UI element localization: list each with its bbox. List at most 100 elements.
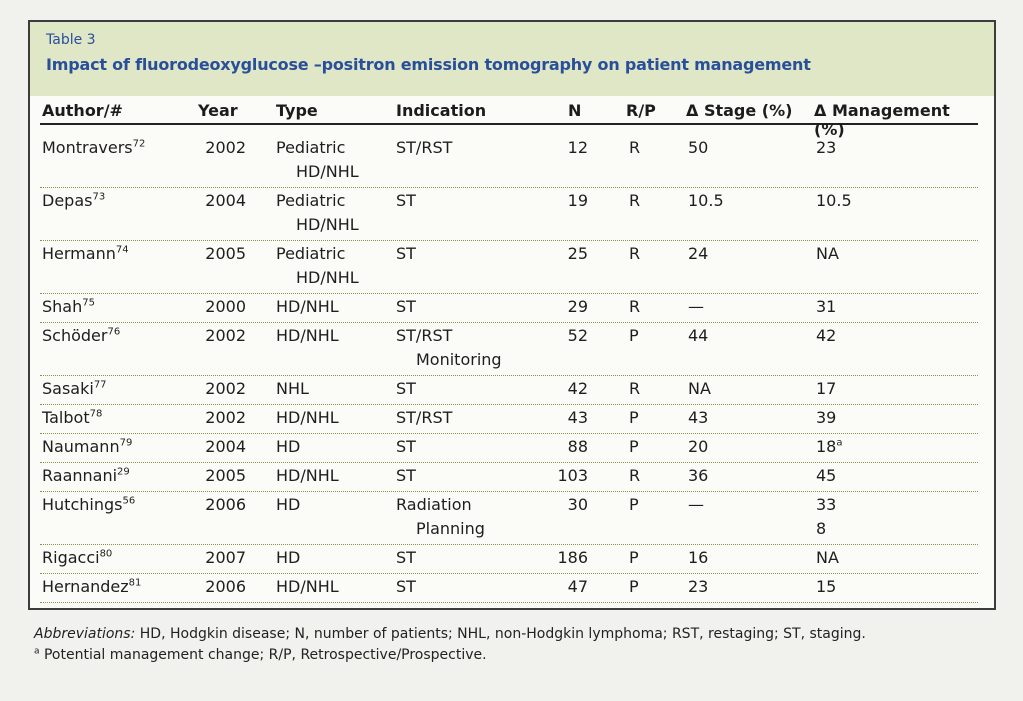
reference-number: 80: [99, 548, 113, 560]
cell-n: 25: [567, 244, 588, 263]
cell-management: 31: [816, 297, 837, 316]
reference-number: 76: [107, 326, 121, 338]
cell-type: HD: [276, 437, 301, 456]
table-number: Table 3: [46, 32, 96, 48]
table-row: Rigacci80 2007 HD ST 186 P 16 NA: [40, 544, 978, 574]
cell-type: HD: [276, 495, 301, 514]
table-row: Naumann79 2004 HD ST 88 P 20 18a: [40, 433, 978, 463]
cell-stage: 16: [688, 548, 709, 567]
cell-management: 39: [816, 408, 837, 427]
table-row: Hernandez81 2006 HD/NHL ST 47 P 23 15: [40, 573, 978, 603]
cell-indication: ST: [396, 577, 416, 596]
cell-management: 10.5: [816, 191, 852, 210]
cell-management: 18a: [816, 437, 843, 456]
cell-indication: ST/RST: [396, 138, 453, 157]
cell-stage: —: [688, 297, 704, 316]
cell-author: Talbot78: [42, 408, 103, 427]
header-management: Δ Management (%): [814, 101, 950, 139]
cell-rp: R: [629, 466, 641, 485]
reference-number: 56: [122, 495, 136, 507]
cell-rp: P: [629, 408, 639, 427]
footnote-text: Potential management change; R/P, Retros…: [39, 647, 487, 663]
cell-type: NHL: [276, 379, 309, 398]
cell-indication: ST: [396, 244, 416, 263]
cell-year: 2002: [205, 408, 246, 427]
reference-number: 78: [89, 408, 103, 420]
cell-year: 2006: [205, 495, 246, 514]
reference-number: 72: [132, 138, 146, 150]
cell-management: 42: [816, 326, 837, 345]
table-row: Hutchings56 2006 HD Radiation Planning 30 P — 33…: [40, 491, 978, 545]
cell-stage: 10.5: [688, 191, 724, 210]
cell-author: Sasaki77: [42, 379, 107, 398]
cell-management: NA: [816, 548, 839, 567]
header-stage: Δ Stage (%): [686, 101, 793, 120]
table-row: Raannani29 2005 HD/NHL ST 103 R 36 45: [40, 462, 978, 492]
cell-indication: Radiation Planning: [396, 495, 485, 538]
cell-rp: P: [629, 437, 639, 456]
reference-number: 79: [119, 437, 133, 449]
cell-n: 186: [557, 548, 588, 567]
table-frame: Table 3 Impact of fluorodeoxyglucose –po…: [28, 20, 996, 610]
cell-year: 2006: [205, 577, 246, 596]
cell-indication: ST: [396, 297, 416, 316]
cell-rp: R: [629, 244, 641, 263]
abbreviations-note: Abbreviations: HD, Hodgkin disease; N, n…: [34, 624, 1004, 645]
cell-author: Hernandez81: [42, 577, 142, 596]
cell-year: 2007: [205, 548, 246, 567]
table-header-row: Author/# Year Type Indication N R/P Δ St…: [40, 101, 978, 139]
cell-rp: P: [629, 548, 639, 567]
cell-stage: 43: [688, 408, 709, 427]
cell-n: 42: [567, 379, 588, 398]
cell-author: Depas73: [42, 191, 106, 210]
cell-author: Hermann74: [42, 244, 129, 263]
cell-author: Rigacci80: [42, 548, 113, 567]
cell-rp: P: [629, 577, 639, 596]
reference-number: 77: [93, 379, 107, 391]
cell-n: 88: [567, 437, 588, 456]
cell-n: 47: [567, 577, 588, 596]
cell-rp: P: [629, 495, 639, 514]
footnote-a: a Potential management change; R/P, Retr…: [34, 645, 1004, 666]
reference-number: 75: [82, 297, 95, 309]
cell-year: 2005: [205, 466, 246, 485]
cell-author: Schöder76: [42, 326, 121, 345]
cell-type: HD: [276, 548, 301, 567]
cell-type: Pediatric HD/NHL: [276, 244, 359, 287]
cell-indication: ST/RST Monitoring: [396, 326, 502, 369]
cell-year: 2005: [205, 244, 246, 263]
cell-stage: 20: [688, 437, 709, 456]
cell-type: HD/NHL: [276, 466, 339, 485]
cell-year: 2004: [205, 191, 246, 210]
header-author: Author/#: [42, 101, 123, 120]
cell-n: 52: [567, 326, 588, 345]
cell-rp: R: [629, 379, 641, 398]
cell-rp: R: [629, 138, 641, 157]
table-row: Depas73 2004 Pediatric HD/NHL ST 19 R 10.5 10.5: [40, 187, 978, 241]
cell-rp: R: [629, 191, 641, 210]
header-year: Year: [198, 101, 238, 120]
cell-year: 2002: [205, 379, 246, 398]
cell-n: 103: [557, 466, 588, 485]
cell-type: HD/NHL: [276, 408, 339, 427]
cell-year: 2002: [205, 326, 246, 345]
table-row: Shah75 2000 HD/NHL ST 29 R — 31: [40, 293, 978, 323]
cell-n: 12: [567, 138, 588, 157]
cell-type: Pediatric HD/NHL: [276, 191, 359, 234]
cell-n: 30: [567, 495, 588, 514]
abbreviations-label: Abbreviations:: [34, 626, 136, 642]
table-footnotes: Abbreviations: HD, Hodgkin disease; N, n…: [34, 624, 1004, 666]
cell-type: HD/NHL: [276, 326, 339, 345]
cell-stage: 36: [688, 466, 709, 485]
cell-indication: ST: [396, 548, 416, 567]
cell-indication: ST/RST: [396, 408, 453, 427]
cell-indication: ST: [396, 437, 416, 456]
reference-number: 74: [115, 244, 129, 256]
cell-stage: 23: [688, 577, 709, 596]
cell-management: 15: [816, 577, 837, 596]
cell-indication: ST: [396, 466, 416, 485]
table-title-band: Table 3 Impact of fluorodeoxyglucose –po…: [30, 22, 994, 96]
cell-rp: P: [629, 326, 639, 345]
header-rp: R/P: [626, 101, 656, 120]
cell-indication: ST: [396, 379, 416, 398]
